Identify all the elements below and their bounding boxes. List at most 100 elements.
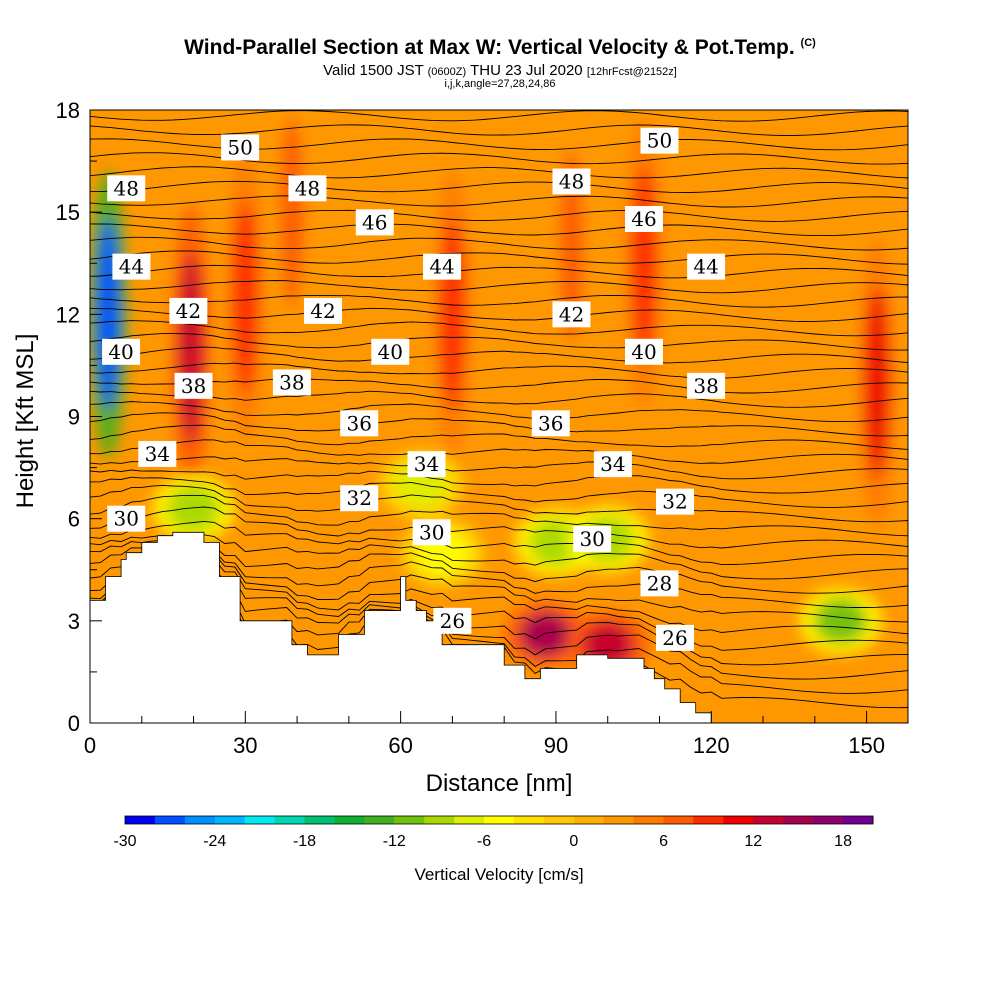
y-tick-label: 0 bbox=[68, 711, 80, 736]
isentrope-line bbox=[90, 555, 908, 635]
theta-label: 32 bbox=[662, 490, 687, 514]
colorbar-swatch bbox=[603, 816, 635, 824]
theta-label: 26 bbox=[440, 609, 465, 633]
y-tick-label: 6 bbox=[68, 507, 80, 532]
isentrope-line bbox=[90, 412, 908, 437]
y-tick-label: 12 bbox=[56, 302, 80, 327]
isentrope-line bbox=[90, 543, 908, 608]
theta-label-box bbox=[624, 205, 663, 232]
theta-label: 28 bbox=[647, 571, 672, 595]
x-tick-label: 90 bbox=[544, 733, 568, 758]
isentrope-line bbox=[90, 236, 908, 251]
colorbar-swatch bbox=[334, 816, 365, 824]
colorbar-tick-label: -12 bbox=[383, 833, 406, 850]
theta-label: 42 bbox=[310, 299, 335, 323]
theta-label-box bbox=[272, 369, 311, 396]
theta-label: 40 bbox=[378, 340, 403, 364]
theta-label: 34 bbox=[145, 442, 170, 466]
colorbar-swatch bbox=[154, 816, 186, 824]
y-tick-label: 9 bbox=[68, 405, 80, 430]
theta-label-box bbox=[412, 519, 451, 546]
isentrope-line bbox=[90, 494, 908, 537]
colorbar-swatch bbox=[184, 816, 216, 824]
isentrope-line bbox=[90, 96, 908, 106]
velocity-cell bbox=[519, 612, 572, 657]
isentrope-line bbox=[90, 280, 908, 294]
isentrope-line bbox=[90, 250, 908, 265]
y-axis-title: Height [Kft MSL] bbox=[12, 334, 39, 509]
colorbar-tick-label: 18 bbox=[834, 833, 852, 850]
colorbar-swatch bbox=[723, 816, 754, 824]
theta-label-box bbox=[552, 168, 591, 195]
colorbar-swatch bbox=[394, 816, 425, 824]
isentrope-line bbox=[90, 534, 908, 580]
theta-label-box bbox=[340, 410, 379, 437]
x-axis-title: Distance [nm] bbox=[426, 770, 573, 797]
colorbar-swatch bbox=[274, 816, 306, 824]
colorbar-swatch bbox=[214, 816, 246, 824]
theta-label: 42 bbox=[176, 299, 201, 323]
velocity-cell bbox=[559, 150, 584, 343]
theta-label-box bbox=[107, 505, 146, 532]
theta-label: 48 bbox=[114, 176, 139, 200]
x-tick-label: 0 bbox=[84, 733, 96, 758]
colorbar-swatch bbox=[244, 816, 276, 824]
theta-label: 34 bbox=[600, 452, 625, 476]
velocity-cell bbox=[814, 598, 867, 644]
isentrope-line bbox=[90, 506, 908, 549]
colorbar-tick-label: 12 bbox=[744, 833, 762, 850]
theta-label-box bbox=[107, 175, 146, 202]
theta-label-box bbox=[355, 209, 394, 236]
plot-area: 50 48 48 46 44 44 42 42 40 40 38 38 36 34 34 32 30 30 26 50… bbox=[90, 96, 908, 723]
theta-label-box bbox=[169, 297, 208, 324]
colorbar-swatch bbox=[364, 816, 395, 824]
colorbar-swatch bbox=[693, 816, 724, 824]
y-tick-label: 18 bbox=[56, 98, 80, 123]
theta-label: 38 bbox=[181, 374, 206, 398]
colorbar-tick-label: 0 bbox=[569, 833, 578, 850]
valid-time: Valid 1500 JST bbox=[323, 62, 424, 79]
isentrope-line bbox=[90, 362, 908, 379]
theta-label: 46 bbox=[362, 210, 387, 234]
copyright-mark: (C) bbox=[800, 37, 816, 49]
theta-label: 30 bbox=[579, 527, 604, 551]
colorbar-swatch bbox=[484, 816, 515, 824]
isentrope-line bbox=[90, 540, 908, 594]
colorbar-swatch bbox=[813, 816, 844, 824]
theta-labels: 50 48 48 46 44 44 42 42 40 40 38 38 36 34 34 32 30 30 26 50… bbox=[102, 127, 726, 651]
theta-label: 44 bbox=[693, 255, 718, 279]
theta-label: 40 bbox=[631, 340, 656, 364]
theta-label-box bbox=[407, 451, 446, 478]
terrain-mask bbox=[90, 531, 908, 723]
theta-label-box bbox=[624, 338, 663, 365]
theta-label-box bbox=[593, 451, 632, 478]
isentrope-line bbox=[90, 307, 908, 322]
theta-label-box bbox=[371, 338, 410, 365]
isentrope-line bbox=[90, 320, 908, 337]
colorbar-tick-label: 6 bbox=[659, 833, 668, 850]
colorbar-swatch bbox=[454, 816, 485, 824]
valid-date: THU 23 Jul 2020 bbox=[470, 62, 583, 79]
theta-label: 34 bbox=[414, 452, 439, 476]
theta-label-box bbox=[687, 253, 726, 280]
theta-label-box bbox=[640, 127, 679, 154]
isentrope-line bbox=[90, 424, 908, 450]
colorbar-tick-label: -6 bbox=[477, 833, 491, 850]
forecast-info: [12hrFcst@2152z] bbox=[586, 66, 677, 78]
valid-utc: (0600Z) bbox=[427, 66, 467, 78]
isentrope-line bbox=[90, 264, 908, 279]
colorbar-title: Vertical Velocity [cm/s] bbox=[414, 865, 583, 884]
theta-label: 42 bbox=[559, 302, 584, 326]
theta-label-box bbox=[138, 440, 177, 467]
theta-label: 50 bbox=[227, 135, 252, 159]
theta-label-box bbox=[112, 253, 151, 280]
colorbar-tick-label: -18 bbox=[293, 833, 316, 850]
colorbar-swatch bbox=[304, 816, 335, 824]
grid-indices: i,j,k,angle=27,28,24,86 bbox=[444, 78, 556, 90]
theta-label-box bbox=[221, 134, 260, 161]
theta-label-box bbox=[423, 253, 462, 280]
colorbar-swatch bbox=[125, 816, 156, 824]
isentrope-line bbox=[90, 520, 908, 566]
colorbar-swatch bbox=[513, 816, 545, 824]
